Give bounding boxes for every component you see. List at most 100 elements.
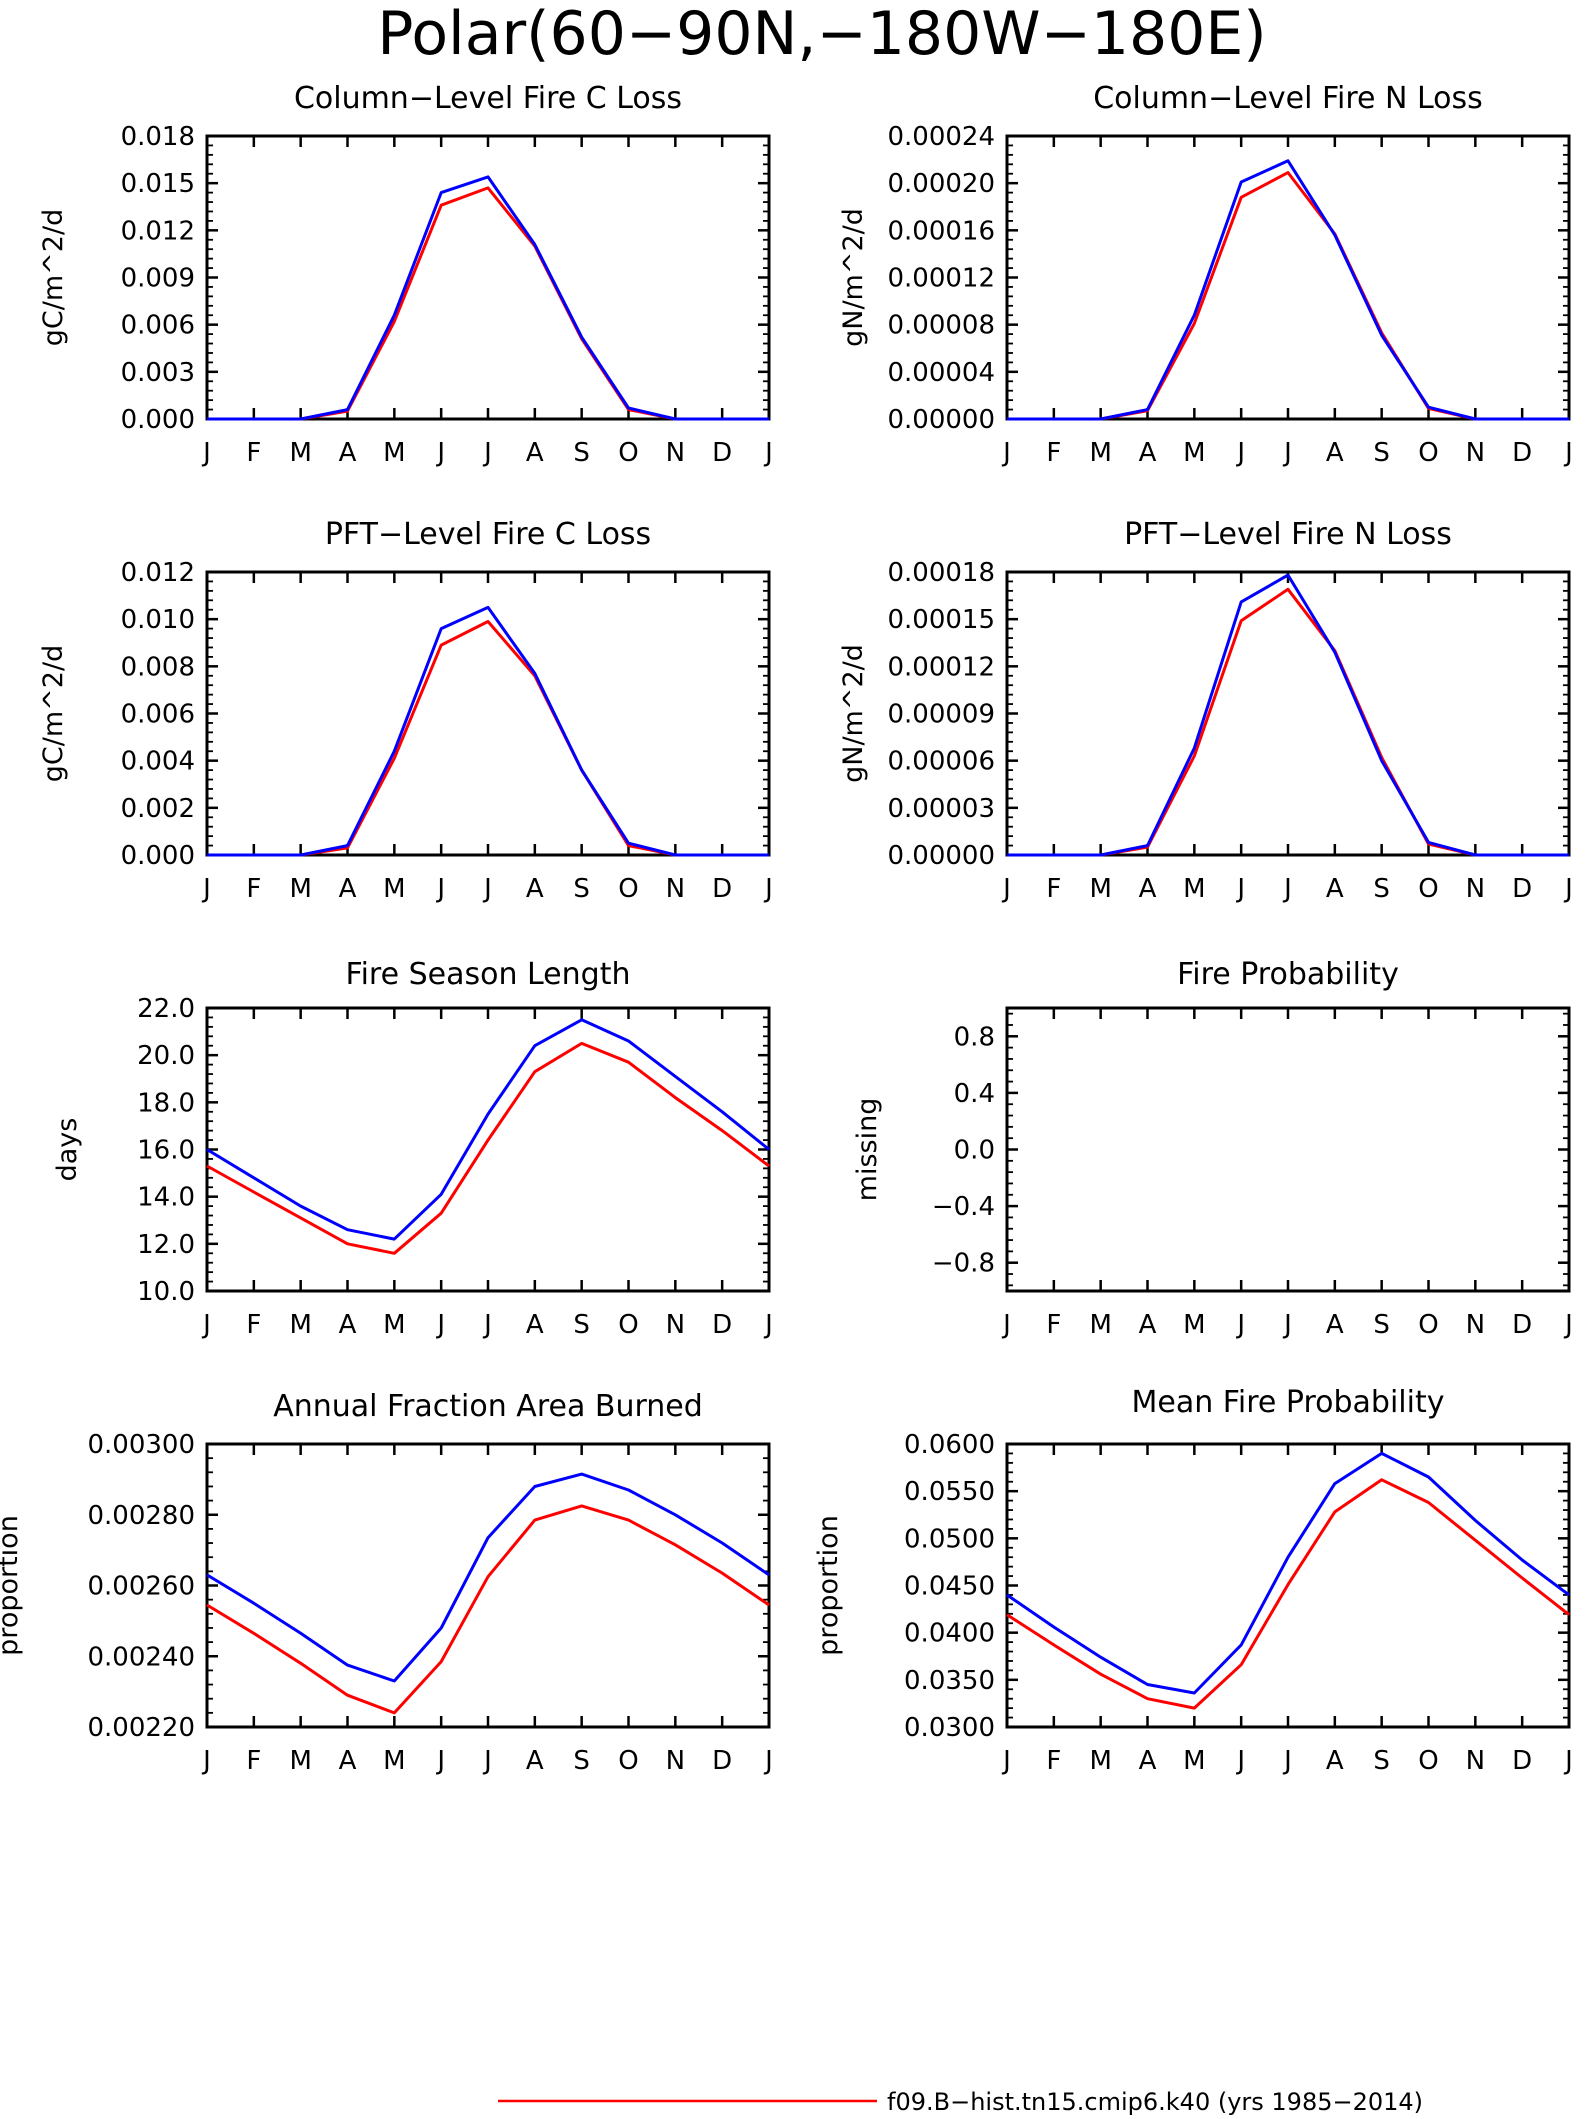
plot-frame xyxy=(205,570,771,857)
series-line-2 xyxy=(207,605,769,857)
y-tick-label: 0.015 xyxy=(121,169,195,199)
x-tick-label: J xyxy=(1235,874,1245,904)
x-tick-label: F xyxy=(246,438,261,468)
chart-title: Fire Season Length xyxy=(346,957,631,992)
y-tick-label: 0.00240 xyxy=(87,1642,195,1672)
y-tick-label: 0.00008 xyxy=(887,311,995,341)
x-tick-label: A xyxy=(1139,874,1157,904)
chart-title: PFT−Level Fire N Loss xyxy=(1124,517,1452,552)
chart-panel-2: J F M A M J J A S O N D J0.000000.000040.000080.0001… xyxy=(838,81,1573,468)
y-axis-label: missing xyxy=(852,1098,883,1202)
chart-title: Annual Fraction Area Burned xyxy=(273,1389,703,1424)
x-tick-label: A xyxy=(1139,1310,1157,1340)
y-tick-label: 0.006 xyxy=(121,700,195,730)
y-tick-label: 0.00020 xyxy=(887,169,995,199)
x-tick-label: J xyxy=(763,1310,773,1340)
y-tick-label: 0.003 xyxy=(121,358,195,388)
x-tick-label: N xyxy=(1466,874,1485,904)
x-tick-label: M xyxy=(289,438,311,468)
x-tick-label: A xyxy=(526,1746,544,1776)
x-tick-label: A xyxy=(339,438,357,468)
x-tick-label: S xyxy=(1373,1310,1390,1340)
y-tick-label: 0.00000 xyxy=(887,841,995,871)
x-tick-label: J xyxy=(1235,1310,1245,1340)
chart-panel-4: J F M A M J J A S O N D J0.000000.000030.000060.0000… xyxy=(838,517,1573,904)
x-tick-label: S xyxy=(573,438,590,468)
x-tick-label: J xyxy=(435,438,445,468)
series-line-2 xyxy=(206,1472,770,1683)
y-tick-label: 0.00009 xyxy=(887,700,995,730)
chart-title: PFT−Level Fire C Loss xyxy=(325,517,651,552)
chart-panel-5: J F M A M J J A S O N D J10.012.014.016.018.020.022.… xyxy=(52,957,773,1340)
y-tick-label: 0.00012 xyxy=(887,264,995,294)
x-tick-label: N xyxy=(666,1310,685,1340)
x-tick-label: O xyxy=(1418,1746,1438,1776)
x-tick-label: A xyxy=(1326,1310,1344,1340)
y-tick-label: 0.00012 xyxy=(887,652,995,682)
x-tick-label: O xyxy=(618,438,638,468)
chart-title: Column−Level Fire N Loss xyxy=(1093,81,1483,116)
x-tick-label: D xyxy=(1512,1746,1532,1776)
x-tick-label: J xyxy=(482,1310,492,1340)
y-tick-label: 20.0 xyxy=(137,1041,195,1071)
x-tick-label: M xyxy=(383,1310,405,1340)
series-line-1 xyxy=(1006,1478,1570,1710)
y-tick-label: 0.00000 xyxy=(887,405,995,435)
x-tick-label: F xyxy=(1046,874,1061,904)
legend: f09.B−hist.tn15.cmip6.k40 (yrs 1985−2014… xyxy=(498,2088,1423,2116)
x-tick-label: D xyxy=(712,438,732,468)
x-tick-label: N xyxy=(1466,1746,1485,1776)
y-tick-label: 0.00016 xyxy=(887,216,995,246)
y-tick-label: 0.002 xyxy=(121,794,195,824)
x-tick-label: J xyxy=(201,438,211,468)
x-tick-label: A xyxy=(1326,874,1344,904)
y-tick-label: 0.4 xyxy=(954,1079,995,1109)
y-tick-label: 0.00280 xyxy=(87,1501,195,1531)
x-tick-label: A xyxy=(1326,438,1344,468)
y-tick-label: 0.0450 xyxy=(904,1572,995,1602)
y-axis-label: gC/m^2/d xyxy=(38,209,69,346)
y-tick-label: −0.8 xyxy=(932,1249,995,1279)
x-tick-label: J xyxy=(435,1746,445,1776)
y-tick-label: 0.000 xyxy=(121,405,195,435)
x-tick-label: M xyxy=(289,1746,311,1776)
x-tick-label: O xyxy=(1418,1310,1438,1340)
x-tick-label: D xyxy=(712,1310,732,1340)
x-tick-label: A xyxy=(1139,438,1157,468)
x-tick-label: A xyxy=(339,874,357,904)
chart-panel-3: J F M A M J J A S O N D J0.0000.0020.0040.0060.0080.… xyxy=(38,517,773,904)
y-tick-label: 0.006 xyxy=(121,311,195,341)
x-tick-label: J xyxy=(1001,874,1011,904)
legend-label-series1: f09.B−hist.tn15.cmip6.k40 (yrs 1985−2014… xyxy=(887,2088,1423,2116)
y-axis-label: gN/m^2/d xyxy=(838,644,869,783)
x-tick-label: D xyxy=(1512,438,1532,468)
y-tick-label: 0.010 xyxy=(121,605,195,635)
x-tick-label: A xyxy=(1139,1746,1157,1776)
x-tick-label: N xyxy=(1466,1310,1485,1340)
y-tick-label: 0.00015 xyxy=(887,605,995,635)
series-line-2 xyxy=(206,1018,770,1241)
x-tick-label: J xyxy=(1235,1746,1245,1776)
chart-panel-7: J F M A M J J A S O N D J0.002200.002400.002600.0028… xyxy=(0,1389,773,1776)
series-line-2 xyxy=(1006,1451,1570,1695)
series-line-2 xyxy=(1007,573,1569,857)
x-tick-label: F xyxy=(1046,1746,1061,1776)
y-tick-label: 0.0600 xyxy=(904,1430,995,1460)
x-tick-label: S xyxy=(1373,874,1390,904)
x-tick-label: O xyxy=(1418,438,1438,468)
y-tick-label: 0.012 xyxy=(121,558,195,588)
x-tick-label: O xyxy=(618,1310,638,1340)
x-tick-label: S xyxy=(1373,438,1390,468)
x-tick-label: J xyxy=(201,874,211,904)
x-tick-label: O xyxy=(618,1746,638,1776)
x-tick-label: A xyxy=(526,1310,544,1340)
x-tick-label: J xyxy=(1563,874,1573,904)
y-axis-label: gC/m^2/d xyxy=(38,645,69,782)
y-tick-label: 0.004 xyxy=(121,747,195,777)
x-tick-label: J xyxy=(1001,1746,1011,1776)
y-tick-label: 0.0300 xyxy=(904,1713,995,1743)
x-tick-label: M xyxy=(289,874,311,904)
x-tick-label: J xyxy=(201,1310,211,1340)
plot-frame xyxy=(1005,134,1571,421)
x-tick-label: J xyxy=(1563,1310,1573,1340)
